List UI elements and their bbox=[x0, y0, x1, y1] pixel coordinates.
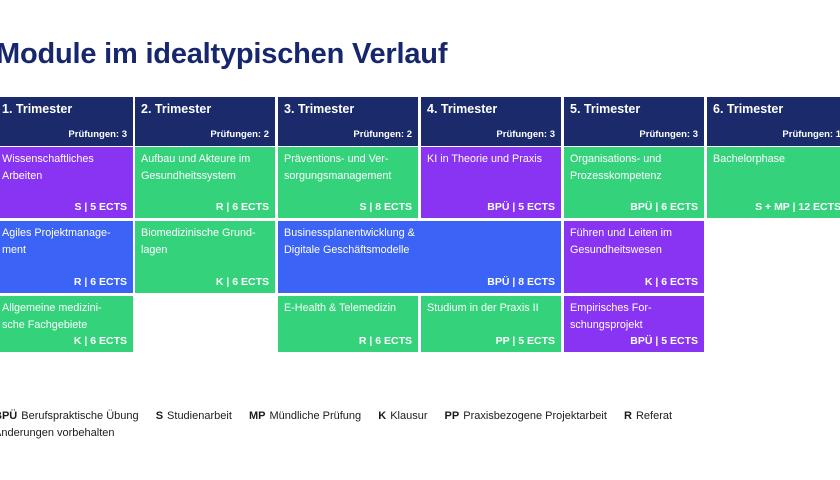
module-exam-ects: R | 6 ECTS bbox=[73, 276, 127, 288]
module-name: E-Health & Telemedizin bbox=[284, 302, 397, 314]
module-card[interactable]: Aufbau und Akteure im Gesundheitssystem … bbox=[135, 147, 275, 218]
module-exam-ects: S + MP | 12 ECTS bbox=[755, 201, 840, 213]
abbreviation-legend: BPÜBerufspraktische Übung SStudienarbeit… bbox=[0, 410, 686, 422]
trimester-name: 5. Trimester bbox=[570, 102, 641, 116]
module-exam-ects: K | 6 ECTS bbox=[73, 335, 127, 347]
module-card[interactable]: E-Health & Telemedizin R | 6 ECTS bbox=[278, 296, 418, 352]
legend-item: S Studienarbeit bbox=[155, 410, 232, 422]
module-card[interactable]: KI in Theorie und Praxis BPÜ | 5 ECTS bbox=[421, 147, 561, 218]
module-exam-ects: BPÜ | 5 ECTS bbox=[487, 201, 555, 213]
module-card[interactable]: Allgemeine medizini- sche Fachgebiete K … bbox=[0, 296, 133, 352]
module-card[interactable]: Studium in der Praxis II PP | 5 ECTS bbox=[421, 296, 561, 352]
module-name: Allgemeine medizini- sche Fachgebiete bbox=[2, 302, 102, 331]
trimester-exams: Prüfungen: 3 bbox=[68, 129, 127, 140]
trimester-exams: Prüfungen: 2 bbox=[210, 129, 269, 140]
disclaimer-note: Änderungen vorbehalten bbox=[0, 427, 115, 439]
module-name: Organisations- und Prozesskompetenz bbox=[570, 153, 662, 182]
module-exam-ects: BPÜ | 6 ECTS bbox=[630, 201, 698, 213]
module-exam-ects: R | 6 ECTS bbox=[358, 335, 412, 347]
module-card[interactable]: Businessplanentwicklung & Digitale Gesch… bbox=[278, 221, 561, 293]
trimester-header-5: 5. Trimester Prüfungen: 3 bbox=[564, 97, 704, 146]
trimester-header-3: 3. Trimester Prüfungen: 2 bbox=[278, 97, 418, 146]
trimester-name: 1. Trimester bbox=[2, 102, 73, 116]
module-card[interactable]: Präventions- und Ver- sorgungsmanagement… bbox=[278, 147, 418, 218]
legend-item: R Referat bbox=[624, 410, 673, 422]
legend-item: PP Praxisbezogene Projektarbeit bbox=[444, 410, 607, 422]
module-card[interactable]: Empirisches For- schungsprojekt BPÜ | 5 … bbox=[564, 296, 704, 352]
module-exam-ects: BPÜ | 5 ECTS bbox=[630, 335, 698, 347]
trimester-exams: Prüfungen: 2 bbox=[353, 129, 412, 140]
module-name: Empirisches For- schungsprojekt bbox=[570, 302, 652, 331]
module-name: Präventions- und Ver- sorgungsmanagement bbox=[284, 153, 392, 182]
module-card[interactable]: Führen und Leiten im Gesundheitswesen K … bbox=[564, 221, 704, 293]
trimester-header-4: 4. Trimester Prüfungen: 3 bbox=[421, 97, 561, 146]
module-exam-ects: PP | 5 ECTS bbox=[495, 335, 555, 347]
trimester-exams: Prüfungen: 3 bbox=[496, 129, 555, 140]
module-name: Biomedizinische Grund- lagen bbox=[141, 227, 256, 256]
module-exam-ects: BPÜ | 8 ECTS bbox=[487, 276, 555, 288]
module-name: Aufbau und Akteure im Gesundheitssystem bbox=[141, 153, 251, 182]
module-exam-ects: R | 6 ECTS bbox=[215, 201, 269, 213]
trimester-exams: Prüfungen: 3 bbox=[639, 129, 698, 140]
trimester-name: 6. Trimester bbox=[713, 102, 784, 116]
module-exam-ects: S | 5 ECTS bbox=[74, 201, 127, 213]
module-card[interactable]: Wissenschaftliches Arbeiten S | 5 ECTS bbox=[0, 147, 133, 218]
module-card[interactable]: Organisations- und Prozesskompetenz BPÜ … bbox=[564, 147, 704, 218]
legend-item: K Klausur bbox=[378, 410, 428, 422]
module-exam-ects: S | 8 ECTS bbox=[359, 201, 412, 213]
trimester-name: 3. Trimester bbox=[284, 102, 355, 116]
module-card[interactable]: Biomedizinische Grund- lagen K | 6 ECTS bbox=[135, 221, 275, 293]
module-card[interactable]: Agiles Projektmanage- ment R | 6 ECTS bbox=[0, 221, 133, 293]
module-card[interactable]: Bachelorphase S + MP | 12 ECTS bbox=[707, 147, 840, 218]
trimester-header-2: 2. Trimester Prüfungen: 2 bbox=[135, 97, 275, 146]
module-name: Studium in der Praxis II bbox=[427, 302, 539, 314]
module-name: Businessplanentwicklung & Digitale Gesch… bbox=[284, 227, 415, 256]
legend-item: BPÜBerufspraktische Übung bbox=[0, 410, 139, 422]
module-name: Bachelorphase bbox=[713, 153, 786, 165]
trimester-name: 4. Trimester bbox=[427, 102, 498, 116]
module-exam-ects: K | 6 ECTS bbox=[644, 276, 698, 288]
module-name: KI in Theorie und Praxis bbox=[427, 153, 543, 165]
module-name: Führen und Leiten im Gesundheitswesen bbox=[570, 227, 673, 256]
trimester-header-1: 1. Trimester Prüfungen: 3 bbox=[0, 97, 133, 146]
module-name: Agiles Projektmanage- ment bbox=[2, 227, 111, 256]
module-name: Wissenschaftliches Arbeiten bbox=[2, 153, 94, 182]
trimester-exams: Prüfungen: 1 bbox=[782, 129, 840, 140]
page-title: Module im idealtypischen Verlauf bbox=[0, 38, 448, 70]
module-exam-ects: K | 6 ECTS bbox=[215, 276, 269, 288]
trimester-name: 2. Trimester bbox=[141, 102, 212, 116]
trimester-header-6: 6. Trimester Prüfungen: 1 bbox=[707, 97, 840, 146]
legend-item: MP Mündliche Prüfung bbox=[248, 410, 362, 422]
